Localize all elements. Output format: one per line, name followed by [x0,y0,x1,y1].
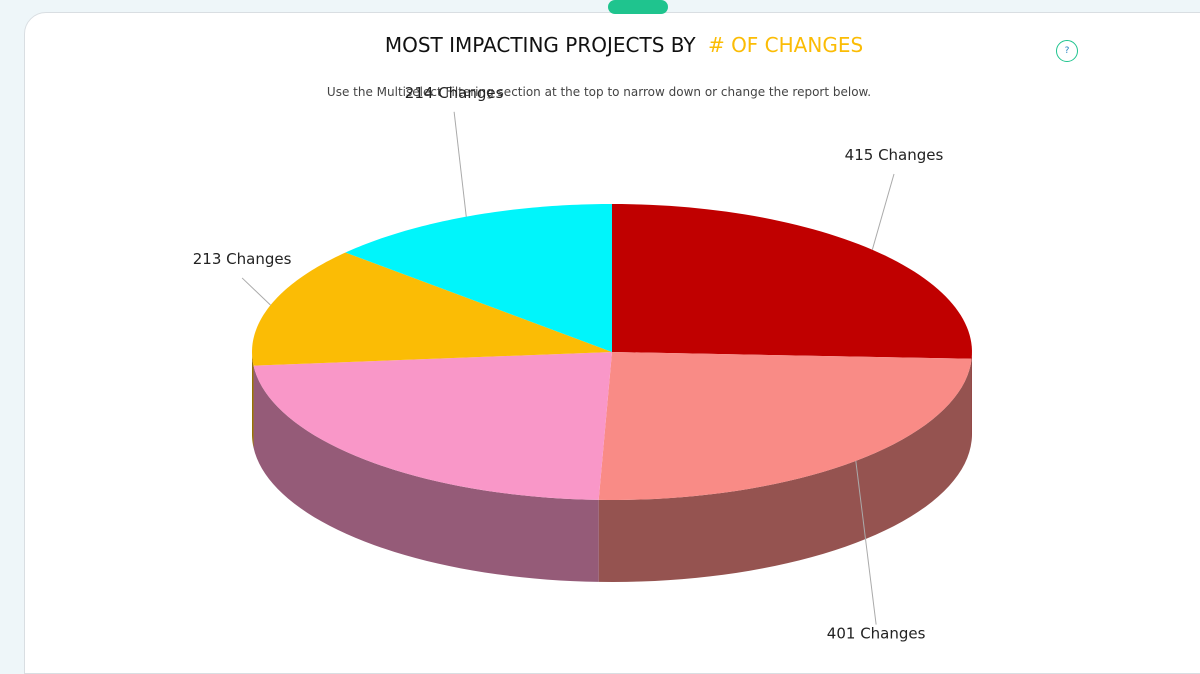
leader-line [454,112,466,217]
chart: MOST IMPACTING PROJECTS BY # OF CHANGES … [0,0,1200,654]
leader-line [242,278,270,305]
slice-side [252,352,254,448]
data-label: 213 Changes [193,250,292,268]
chart-title: MOST IMPACTING PROJECTS BY # OF CHANGES [385,33,863,57]
data-label: 415 Changes [845,146,944,164]
pie: 415 Changes 401 Changes 213 Changes 214 Cha… [193,84,972,643]
page: {"chart_data": {"type": "pie3d", "title"… [0,0,1200,654]
slice [612,204,972,359]
title-text: MOST IMPACTING PROJECTS BY [385,33,697,57]
title-highlight: # OF CHANGES [708,33,863,57]
data-label: 214 Changes [405,84,504,102]
data-label: 401 Changes [827,625,926,643]
leader-line [872,174,894,250]
